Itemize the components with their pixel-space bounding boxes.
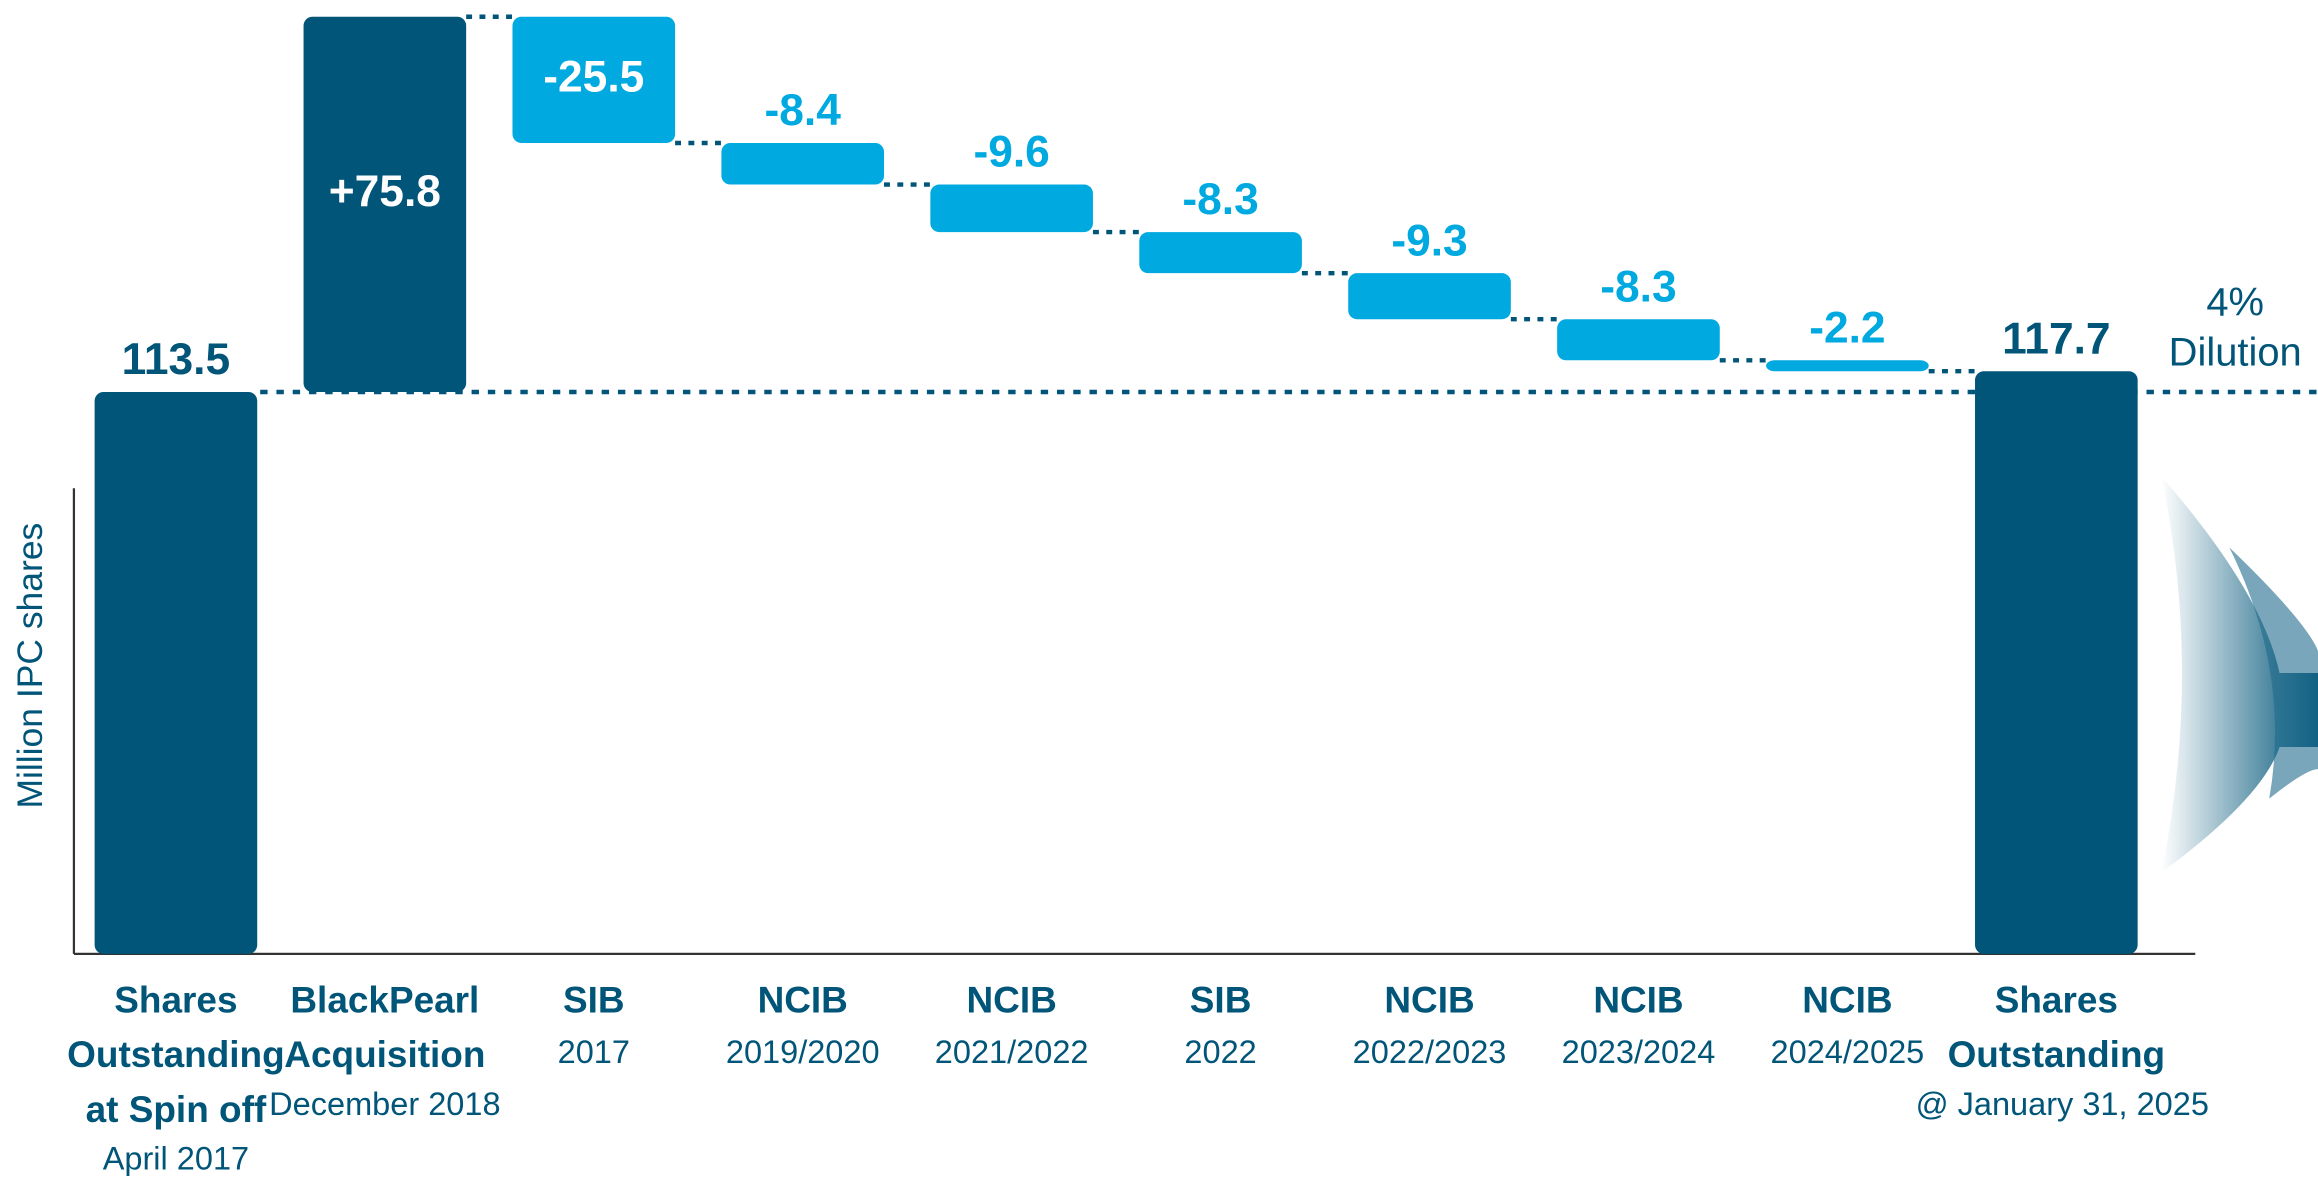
bar bbox=[930, 184, 1093, 233]
bar bbox=[94, 391, 258, 954]
bar bbox=[1975, 371, 2138, 954]
x-tick-label: NCIB bbox=[1384, 979, 1474, 1020]
value-label: 113.5 bbox=[122, 335, 230, 384]
value-label: +75.8 bbox=[329, 167, 441, 216]
x-tick-label: Acquisition bbox=[284, 1034, 485, 1075]
x-tick-sublabel: April 2017 bbox=[103, 1140, 249, 1176]
x-tick-label: Shares bbox=[1995, 979, 2118, 1020]
x-tick-sublabel: December 2018 bbox=[269, 1086, 500, 1122]
x-tick-label: BlackPearl bbox=[290, 979, 479, 1020]
annotation: 4% bbox=[2206, 280, 2264, 324]
y-axis-label: Million IPC shares bbox=[10, 523, 50, 809]
bar bbox=[1139, 232, 1302, 274]
x-tick-label: SIB bbox=[1190, 979, 1252, 1020]
x-tick-label: Shares bbox=[114, 979, 237, 1020]
value-label: -9.6 bbox=[973, 128, 1049, 177]
x-tick-label: Outstanding bbox=[67, 1034, 285, 1075]
value-label: -9.3 bbox=[1391, 216, 1467, 265]
bar bbox=[512, 16, 676, 143]
x-tick-sublabel: 2021/2022 bbox=[935, 1034, 1089, 1070]
annotation: Dilution bbox=[2169, 331, 2302, 375]
bar bbox=[1348, 273, 1511, 320]
x-tick-sublabel: 2023/2024 bbox=[1562, 1034, 1716, 1070]
x-tick-label: at Spin off bbox=[86, 1089, 267, 1130]
value-label: -8.4 bbox=[765, 86, 842, 135]
bar bbox=[721, 142, 885, 185]
x-tick-label: SIB bbox=[563, 979, 625, 1020]
value-label: -2.2 bbox=[1809, 303, 1885, 352]
arrow-graphic bbox=[2161, 476, 2318, 873]
x-tick-sublabel: 2022/2023 bbox=[1353, 1034, 1507, 1070]
x-tick-sublabel: 2022 bbox=[1184, 1034, 1256, 1070]
value-label: -8.3 bbox=[1600, 262, 1676, 311]
arrow-head bbox=[2229, 547, 2318, 799]
x-tick-label: Outstanding bbox=[1948, 1034, 2166, 1075]
value-label: -25.5 bbox=[543, 53, 644, 102]
x-tick-label: NCIB bbox=[967, 979, 1057, 1020]
x-tick-sublabel: 2017 bbox=[558, 1034, 630, 1070]
x-tick-sublabel: @ January 31, 2025 bbox=[1916, 1086, 2209, 1122]
bar bbox=[1766, 360, 1929, 372]
x-tick-label: NCIB bbox=[1593, 979, 1683, 1020]
x-tick-label: NCIB bbox=[1802, 979, 1892, 1020]
x-tick-sublabel: 2019/2020 bbox=[726, 1034, 880, 1070]
value-label: 117.7 bbox=[2002, 314, 2110, 363]
bar bbox=[303, 16, 467, 392]
x-tick-label: NCIB bbox=[758, 979, 848, 1020]
value-label: -8.3 bbox=[1182, 175, 1258, 224]
x-tick-sublabel: 2024/2025 bbox=[1771, 1034, 1925, 1070]
bar bbox=[1557, 319, 1720, 361]
